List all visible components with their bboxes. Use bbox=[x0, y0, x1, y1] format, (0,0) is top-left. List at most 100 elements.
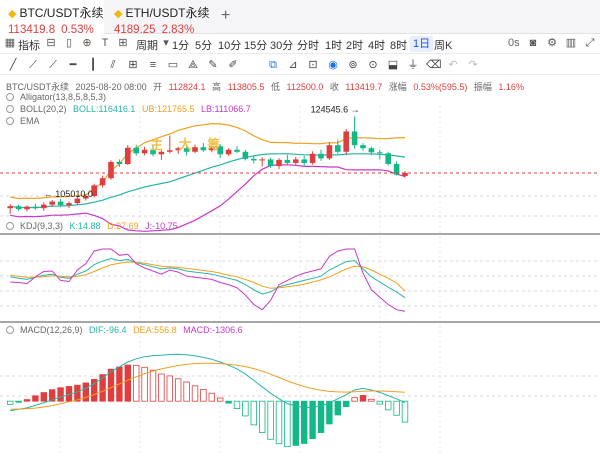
kdj-k-value: K:14.88 bbox=[69, 221, 101, 231]
candle-body bbox=[91, 185, 97, 197]
interval-timeshare[interactable]: 分时 bbox=[297, 40, 319, 52]
interval-10m[interactable]: 10分 bbox=[218, 40, 242, 52]
interval-1d[interactable]: 1日 bbox=[410, 36, 434, 52]
ruler-icon[interactable]: ⊿ bbox=[288, 59, 298, 71]
interval-week[interactable]: 周K bbox=[434, 40, 453, 52]
redo-icon[interactable]: ↷ bbox=[468, 59, 478, 71]
measure-icon[interactable]: ⊙ bbox=[368, 59, 378, 71]
macd-histogram-bar bbox=[284, 400, 291, 448]
macd-histogram-bar bbox=[191, 385, 199, 402]
candle-body bbox=[150, 149, 156, 155]
stay-drawing-icon[interactable]: ⬓ bbox=[387, 59, 399, 71]
tab-btc-price: 113419.8 bbox=[8, 24, 56, 36]
kline-chart[interactable]: 124545.6 → ← 105010.0 bbox=[0, 76, 600, 456]
zoom-icon[interactable]: ⊚ bbox=[348, 59, 358, 71]
macd-legend[interactable]: MACD(12,26,9) DIF:-96.4 DEA:556.8 MACD:-… bbox=[6, 325, 243, 335]
visibility-icon[interactable] bbox=[6, 222, 14, 230]
boll-legend[interactable]: BOLL(20,2) BOLL:116416.1 UB:121765.5 LB:… bbox=[6, 104, 251, 114]
parallel-channel-icon[interactable]: ⫽ bbox=[110, 59, 116, 71]
macd-dif-line bbox=[10, 353, 406, 412]
period-button[interactable]: 周期 bbox=[136, 40, 158, 52]
compare-icon[interactable]: ⊕ bbox=[82, 37, 92, 49]
interval-2h[interactable]: 2时 bbox=[346, 40, 364, 52]
candle-body bbox=[377, 152, 383, 154]
tab-eth[interactable]: ◆ ETH/USDT永续 4189.25 2.83% bbox=[106, 0, 218, 36]
pattern-icon[interactable]: ⟁ bbox=[188, 59, 198, 71]
candle-body bbox=[318, 153, 324, 159]
favorite-star-icon[interactable]: ◆ bbox=[114, 8, 123, 20]
candle-body bbox=[309, 153, 316, 163]
price-range-icon[interactable]: ⊞ bbox=[128, 59, 138, 71]
high-value: 113805.5 bbox=[227, 82, 265, 92]
text-icon[interactable]: T bbox=[101, 37, 109, 49]
visibility-icon[interactable] bbox=[6, 117, 14, 125]
macd-histogram-bar bbox=[267, 400, 274, 440]
tab-eth-name: ETH/USDT永续 bbox=[125, 6, 210, 20]
candle-body bbox=[301, 159, 307, 163]
chart-type-icon[interactable]: ▥ bbox=[565, 37, 577, 49]
chevron-down-icon[interactable]: ▾ bbox=[163, 37, 169, 49]
horizontal-line-icon[interactable]: ━ bbox=[69, 59, 77, 71]
candle-body bbox=[393, 163, 400, 175]
magnet-icon[interactable]: ⧉ bbox=[269, 59, 277, 71]
indicators-button[interactable]: 指标 bbox=[18, 40, 40, 52]
indicator-icon[interactable]: ▦ bbox=[4, 37, 16, 49]
open-label: 开 bbox=[153, 82, 163, 92]
settings-icon[interactable]: ⚙ bbox=[547, 37, 557, 49]
interval-4h[interactable]: 4时 bbox=[368, 40, 386, 52]
interval-30m[interactable]: 30分 bbox=[270, 40, 294, 52]
delete-icon[interactable]: ⌫ bbox=[426, 59, 442, 71]
eye-icon[interactable]: ◉ bbox=[328, 59, 338, 71]
candle-style-icon[interactable]: ▯ bbox=[65, 37, 73, 49]
ray-line-icon[interactable]: ⟋ bbox=[29, 59, 37, 71]
candle-body bbox=[242, 151, 249, 159]
visibility-icon[interactable] bbox=[6, 93, 14, 101]
fullscreen-icon[interactable]: ⤢ bbox=[585, 37, 595, 49]
pen-icon[interactable]: ✎ bbox=[208, 59, 218, 71]
alligator-label: Alligator(13,8,5,8,5,3) bbox=[20, 92, 107, 102]
macd-histogram-bar bbox=[359, 395, 367, 402]
rectangle-icon[interactable]: ▭ bbox=[167, 59, 179, 71]
macd-histogram-bar bbox=[15, 400, 22, 403]
interval-1m[interactable]: 1分 bbox=[172, 40, 190, 52]
ema-legend[interactable]: EMA bbox=[6, 116, 40, 126]
candle-body bbox=[49, 201, 55, 205]
undo-icon[interactable]: ↶ bbox=[448, 59, 458, 71]
camera-icon[interactable]: ◙ bbox=[529, 37, 537, 49]
interval-8h[interactable]: 8时 bbox=[390, 40, 408, 52]
tab-btc[interactable]: ◆ BTC/USDT永续 113419.8 0.53% bbox=[0, 0, 104, 36]
grid-icon[interactable]: ⊞ bbox=[118, 37, 128, 49]
alligator-legend[interactable]: Alligator(13,8,5,8,5,3) bbox=[6, 92, 106, 102]
favorite-star-icon[interactable]: ◆ bbox=[8, 8, 17, 20]
candle-body bbox=[57, 201, 64, 206]
candle-body bbox=[24, 206, 30, 210]
interval-1h[interactable]: 1时 bbox=[325, 40, 343, 52]
low-price-marker: ← 105010.0 bbox=[44, 189, 93, 199]
macd-histogram-bar bbox=[183, 381, 190, 402]
trend-line-icon[interactable]: ╱ bbox=[9, 59, 17, 71]
interval-5m[interactable]: 5分 bbox=[195, 40, 213, 52]
boll-mid-value: BOLL:116416.1 bbox=[73, 104, 136, 114]
tab-btc-change: 0.53% bbox=[61, 24, 94, 36]
fibonacci-icon[interactable]: ≡ bbox=[149, 59, 157, 71]
visibility-icon[interactable] bbox=[6, 326, 14, 334]
interval-15m[interactable]: 15分 bbox=[244, 40, 268, 52]
macd-histogram-bar bbox=[158, 373, 165, 402]
pencil-icon[interactable]: ✐ bbox=[228, 59, 238, 71]
candle-body bbox=[360, 145, 366, 149]
add-tab-button[interactable]: + bbox=[221, 7, 231, 24]
kdj-legend[interactable]: KDJ(9,3,3) K:14.88 D:27.69 J:-10.75 bbox=[6, 221, 178, 231]
layout-icon[interactable]: ⊟ bbox=[46, 37, 56, 49]
macd-histogram-bar bbox=[317, 400, 325, 433]
low-value: 112500.0 bbox=[286, 82, 324, 92]
lock-icon[interactable]: ⊡ bbox=[308, 59, 318, 71]
candle-body bbox=[116, 161, 123, 164]
visibility-icon[interactable] bbox=[6, 105, 14, 113]
vertical-line-icon[interactable]: ┃ bbox=[89, 59, 97, 71]
extended-line-icon[interactable]: ⟋ bbox=[49, 59, 57, 71]
ohlc-date: 2025-08-20 08:00 bbox=[75, 82, 147, 92]
filter-icon[interactable]: ⏚ bbox=[407, 59, 419, 71]
candle-body bbox=[368, 148, 375, 153]
macd-histogram-bar bbox=[292, 400, 299, 446]
candle-body bbox=[183, 148, 190, 152]
